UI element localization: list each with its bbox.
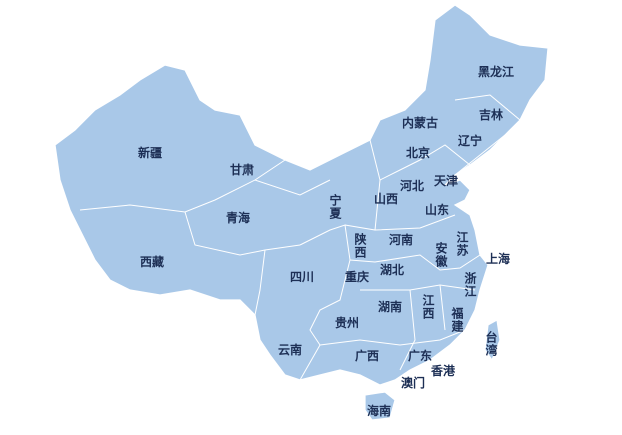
- region-label: 广东: [407, 349, 433, 363]
- region-label: 台湾: [484, 331, 498, 357]
- border: [349, 254, 481, 271]
- border: [319, 329, 466, 346]
- border: [439, 284, 446, 331]
- region-label: 天津: [433, 174, 459, 188]
- taiwan-island: [484, 319, 501, 362]
- border: [254, 249, 266, 316]
- region-label: 安徽: [434, 242, 448, 268]
- region-label: 北京: [405, 146, 431, 160]
- region-label: 宁夏: [328, 194, 342, 220]
- border: [399, 289, 416, 371]
- region-label: 内蒙古: [401, 116, 439, 130]
- region-label: 广西: [354, 349, 380, 363]
- region-label: 甘肃: [229, 163, 255, 177]
- region-label: 四川: [289, 270, 315, 284]
- mainland: [54, 4, 549, 386]
- region-label: 海南: [366, 404, 392, 418]
- region-label: 江西: [421, 294, 435, 320]
- country-shape: [54, 4, 549, 421]
- border: [454, 94, 521, 121]
- region-label: 西藏: [139, 255, 165, 269]
- region-label: 山东: [424, 203, 450, 217]
- region-label: 澳门: [400, 376, 426, 390]
- region-label: 河南: [388, 233, 414, 247]
- border: [454, 134, 506, 176]
- province-borders: [79, 94, 521, 381]
- region-label: 贵州: [334, 316, 360, 330]
- border: [79, 179, 331, 213]
- region-label: 云南: [277, 343, 303, 357]
- region-label: 重庆: [344, 270, 370, 284]
- border: [360, 284, 476, 291]
- border: [184, 211, 301, 256]
- region-label: 香港: [430, 364, 456, 378]
- hainan-island: [364, 391, 396, 421]
- region-label: 浙江: [463, 272, 477, 298]
- border: [299, 224, 351, 381]
- region-label: 福建: [450, 307, 464, 333]
- region-label: 青海: [225, 211, 251, 225]
- region-label: 辽宁: [457, 134, 483, 148]
- region-label: 上海: [485, 252, 511, 266]
- region-label: 山西: [373, 192, 399, 206]
- region-label: 新疆: [137, 146, 163, 160]
- region-label: 吉林: [478, 108, 504, 122]
- border: [374, 214, 456, 231]
- region-label: 江苏: [455, 231, 469, 257]
- region-label: 陕西: [353, 233, 367, 259]
- region-label: 河北: [399, 179, 425, 193]
- border: [254, 159, 286, 181]
- border: [379, 144, 471, 181]
- border: [344, 139, 381, 231]
- region-label: 湖南: [377, 300, 403, 314]
- region-label: 湖北: [379, 263, 405, 277]
- region-label: 黑龙江: [477, 65, 515, 79]
